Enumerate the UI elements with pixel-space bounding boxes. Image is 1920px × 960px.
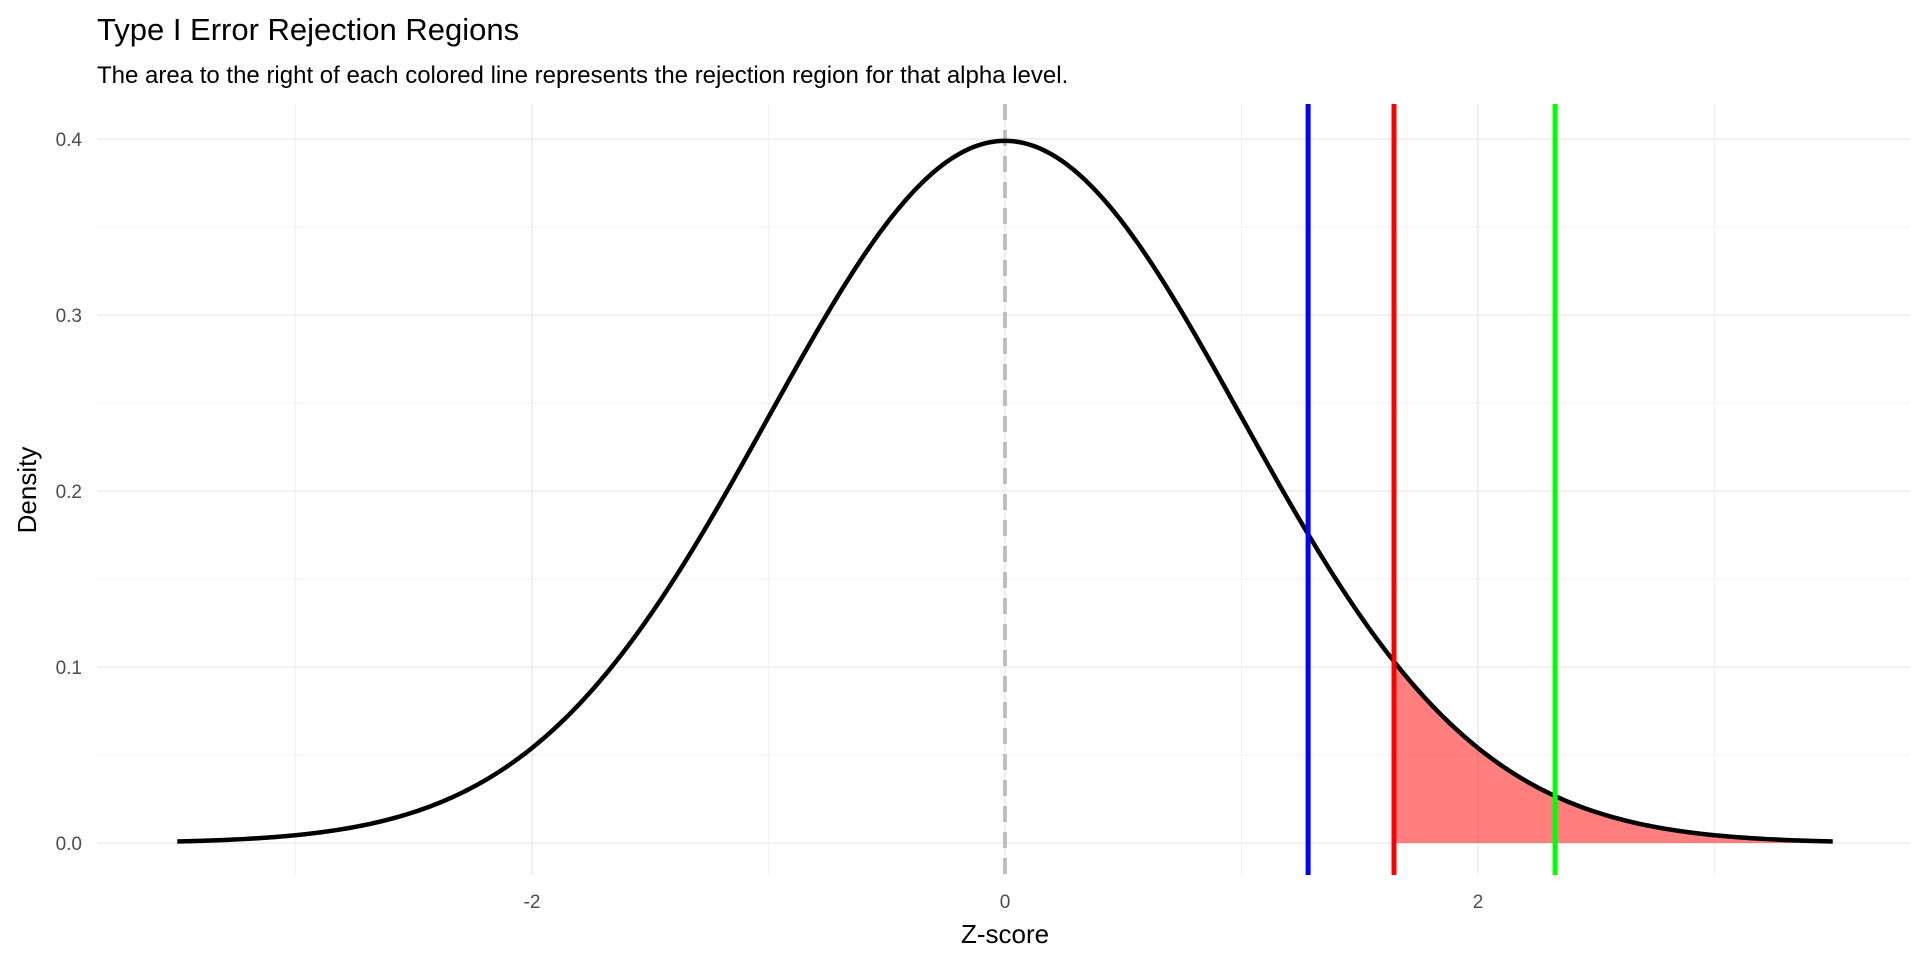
rejection-region (1394, 661, 1833, 843)
x-axis-title: Z-score (961, 919, 1049, 949)
critical-lines (1305, 104, 1558, 875)
x-axis-ticks: -2 0 2 (524, 892, 1484, 913)
y-tick-label: 0.4 (56, 130, 83, 151)
y-axis-title: Density (12, 447, 42, 534)
y-axis-ticks: 0.0 0.1 0.2 0.3 0.4 (56, 130, 83, 855)
y-tick-label: 0.2 (56, 482, 82, 503)
y-tick-label: 0.0 (56, 834, 82, 855)
chart-title: Type I Error Rejection Regions (97, 12, 519, 47)
chart-subtitle: The area to the right of each colored li… (97, 62, 1068, 89)
x-tick-label: -2 (524, 892, 541, 913)
y-tick-label: 0.1 (56, 658, 82, 679)
rejection-region-area (1394, 661, 1833, 843)
y-tick-label: 0.3 (56, 306, 82, 327)
x-tick-label: 2 (1473, 892, 1484, 913)
x-tick-label: 0 (1000, 892, 1011, 913)
